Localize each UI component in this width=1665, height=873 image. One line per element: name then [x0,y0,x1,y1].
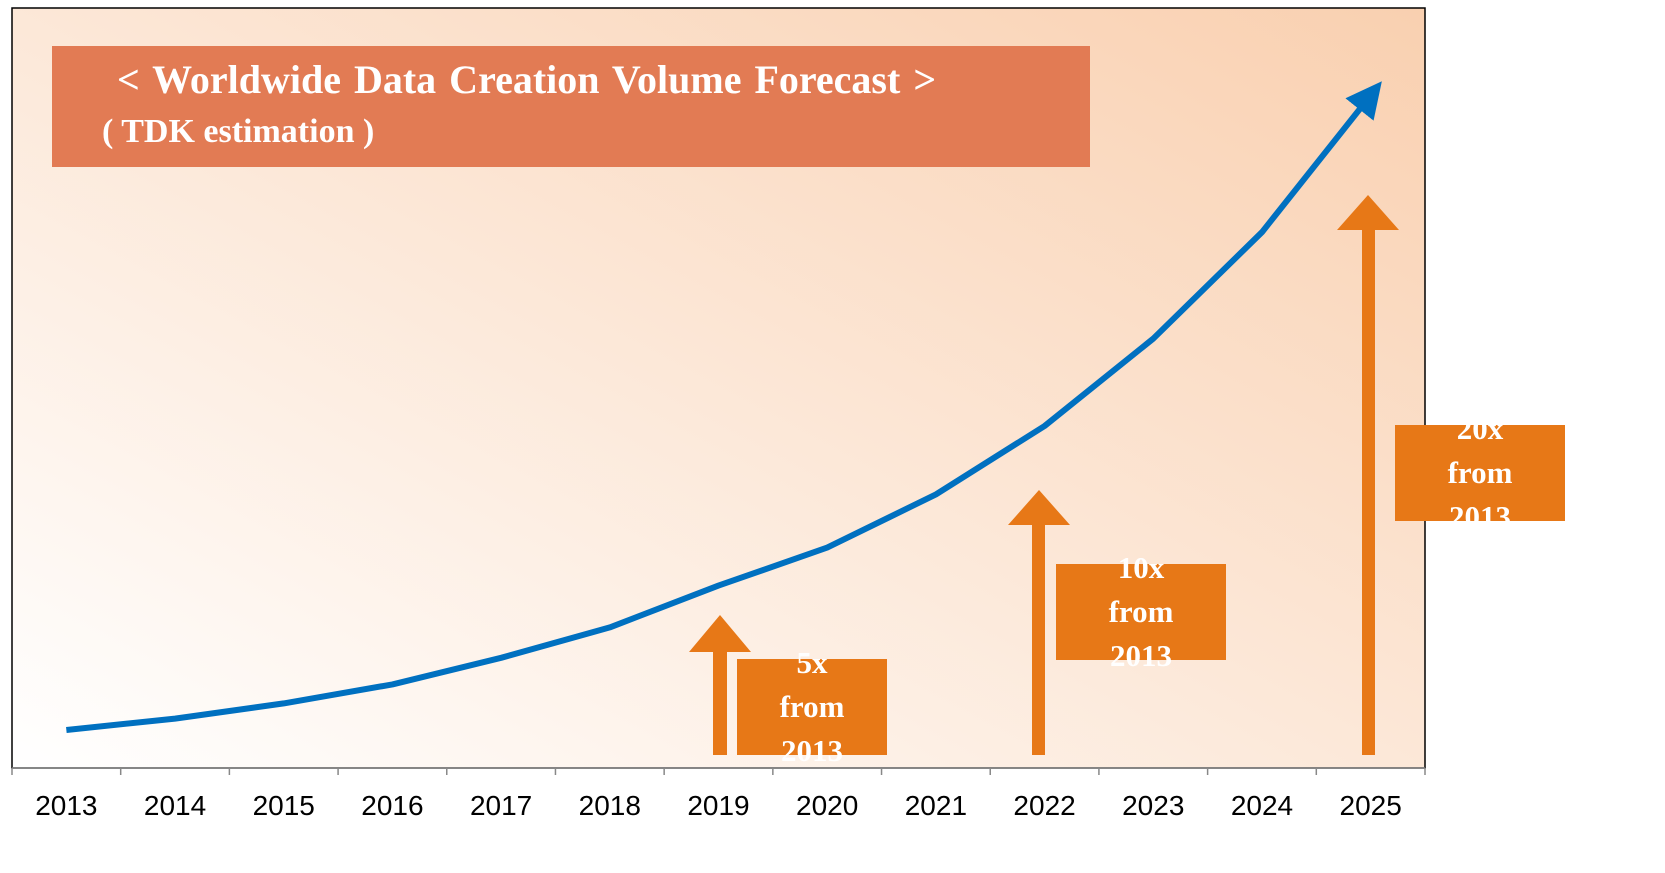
title-box: < Worldwide Data Creation Volume Forecas… [52,46,1090,167]
x-tick-label: 2021 [905,790,967,821]
annotation: 20x from 2013 [1395,411,1565,534]
x-tick-label: 2016 [361,790,423,821]
growth-arrows [689,195,1399,755]
x-tick-label: 2025 [1340,790,1402,821]
x-tick-label: 2022 [1013,790,1075,821]
annotation: 10x from 2013 [1056,550,1226,673]
x-tick-label: 2015 [253,790,315,821]
x-tick-label: 2024 [1231,790,1293,821]
x-tick-label: 2020 [796,790,858,821]
x-tick-label: 2023 [1122,790,1184,821]
arrow [689,615,751,755]
x-tick-label: 2019 [687,790,749,821]
x-tick-label: 2018 [579,790,641,821]
chart-subtitle: ( TDK estimation ) [102,113,375,150]
x-tick-label: 2014 [144,790,206,821]
series-line [66,81,1382,733]
arrow [1008,490,1070,755]
chart-title: < Worldwide Data Creation Volume Forecas… [117,57,937,102]
arrow [1337,195,1399,755]
x-tick-label: 2017 [470,790,532,821]
annotation: 5x from 2013 [737,645,887,768]
x-tick-label: 2013 [35,790,97,821]
